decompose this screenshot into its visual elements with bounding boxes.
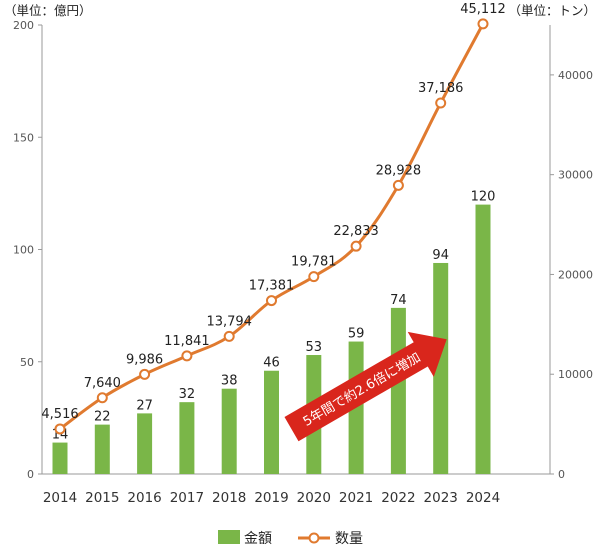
left-axis-unit: （単位：億円） [4, 3, 92, 18]
bar-value-label: 59 [348, 327, 365, 342]
line-point [96, 392, 108, 404]
line-value-label: 22,833 [333, 224, 379, 239]
x-axis-labels: 2014 2015 2016 2017 2018 2019 2020 2021 2022 2023… [43, 490, 500, 506]
line-value-label: 11,841 [164, 334, 210, 349]
legend: 金額 数量 [218, 530, 363, 547]
bar [221, 388, 237, 474]
x-tick-label: 2016 [127, 490, 161, 506]
line-point [54, 423, 66, 435]
bar [264, 370, 279, 474]
x-tick-label: 2018 [212, 490, 246, 506]
bar-value-label: 74 [390, 293, 407, 308]
bar [179, 402, 195, 474]
line-path [59, 23, 485, 431]
line-point [477, 18, 489, 30]
bar [390, 307, 406, 474]
line-value-label: 7,640 [84, 376, 121, 391]
right-tick-label: 30000 [558, 169, 593, 182]
line-point [266, 295, 277, 307]
bar [475, 204, 491, 474]
right-axis-unit: （単位：トン） [508, 3, 596, 18]
bar [433, 262, 449, 474]
line-value-label: 9,986 [126, 352, 163, 367]
bar-value-label: 38 [221, 374, 238, 389]
line-value-label: 19,781 [291, 255, 337, 270]
bar-value-label: 46 [263, 356, 280, 371]
x-tick-label: 2024 [466, 490, 500, 506]
line-value-label: 13,794 [206, 314, 252, 329]
bar-value-label: 94 [432, 248, 449, 263]
x-tick-label: 2019 [254, 490, 288, 506]
line-point [181, 350, 193, 362]
line-value-label: 28,928 [376, 163, 422, 178]
line-point [350, 240, 362, 252]
line-value-label: 45,112 [460, 2, 506, 17]
right-tick-label: 40000 [558, 69, 593, 82]
legend-line-marker [308, 532, 320, 544]
line-point [223, 330, 235, 342]
bar [94, 424, 110, 474]
bar [52, 442, 68, 474]
arrow-body [284, 331, 447, 442]
line-point [308, 271, 320, 283]
left-tick-label: 200 [13, 19, 34, 32]
left-tick-label: 150 [13, 131, 34, 144]
legend-bar-swatch [218, 530, 240, 544]
x-tick-label: 2023 [424, 490, 458, 506]
x-tick-label: 2020 [297, 490, 331, 506]
bar-value-label: 120 [471, 190, 496, 205]
left-tick-label: 50 [20, 356, 34, 369]
x-tick-label: 2015 [85, 490, 119, 506]
annotation-arrow-shape: 5年間で約2.6倍に増加 [284, 331, 447, 442]
x-tick-label: 2022 [381, 490, 415, 506]
left-axis: 0 50 100 150 200（単位：億円） [4, 3, 550, 481]
legend-bar-label: 金額 [244, 531, 272, 547]
right-axis: 0 10000 20000 30000 40000 （単位：トン） [508, 3, 596, 481]
legend-line-label: 数量 [335, 531, 363, 547]
right-tick-label: 0 [558, 468, 565, 481]
bar-value-label: 22 [94, 410, 111, 425]
line-value-label: 17,381 [249, 279, 295, 294]
line-point [139, 368, 151, 380]
annotation-arrow: 5年間で約2.6倍に増加 [284, 331, 447, 442]
bar-value-label: 32 [179, 387, 196, 402]
x-tick-label: 2014 [43, 490, 77, 506]
bar-value-label: 53 [306, 340, 323, 355]
left-tick-label: 100 [13, 244, 34, 257]
line-point [435, 97, 447, 109]
x-tick-label: 2017 [170, 490, 204, 506]
line-value-label: 4,516 [41, 407, 78, 422]
right-tick-label: 20000 [558, 268, 593, 281]
right-tick-label: 10000 [558, 368, 593, 381]
bar-value-label: 27 [136, 398, 153, 413]
bar [137, 413, 153, 474]
x-tick-label: 2021 [339, 490, 373, 506]
line-value-label: 37,186 [418, 81, 464, 96]
line-point [392, 179, 404, 191]
left-tick-label: 0 [27, 468, 34, 481]
